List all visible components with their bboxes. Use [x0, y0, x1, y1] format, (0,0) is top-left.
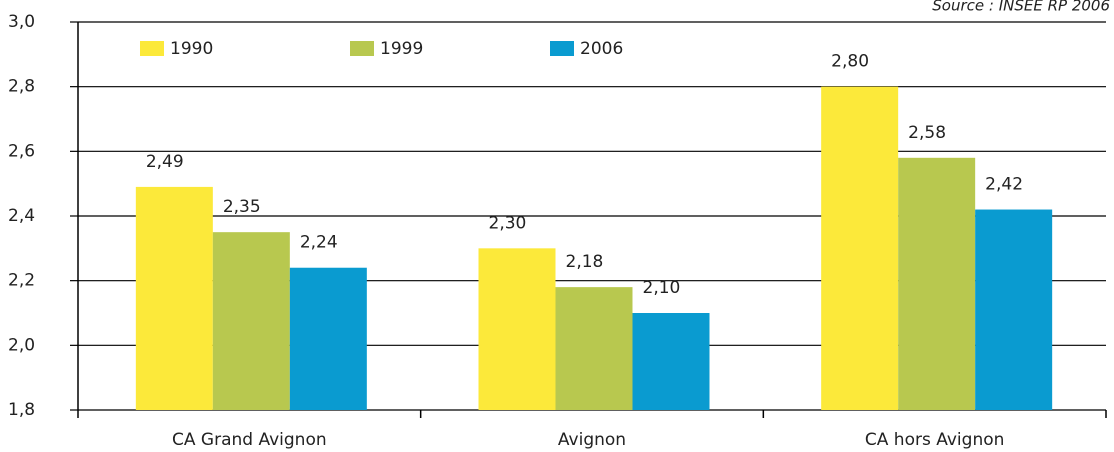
legend-swatch: [350, 41, 374, 56]
legend-swatch: [140, 41, 164, 56]
bar: [135, 186, 213, 410]
source-note: Source : INSEE RP 2006: [932, 0, 1110, 15]
x-tick-label: Avignon: [558, 430, 626, 450]
value-label: 2,24: [300, 233, 338, 253]
y-tick-label: 1,8: [8, 400, 35, 420]
y-tick-label: 2,4: [8, 206, 35, 226]
y-tick-label: 3,0: [8, 12, 35, 32]
bar: [212, 232, 290, 410]
bar: [975, 209, 1053, 410]
value-label: 2,42: [985, 175, 1023, 195]
value-label: 2,10: [643, 278, 681, 298]
y-tick-label: 2,8: [8, 77, 35, 97]
y-tick-label: 2,0: [8, 335, 35, 355]
y-tick-label: 2,6: [8, 141, 35, 161]
y-tick-label: 2,2: [8, 271, 35, 291]
x-tick-label: CA Grand Avignon: [172, 430, 327, 450]
bar: [821, 86, 899, 411]
value-label: 2,58: [908, 123, 946, 143]
bar: [478, 248, 556, 410]
value-label: 2,35: [223, 197, 261, 217]
legend-label: 2006: [580, 39, 623, 59]
legend-label: 1990: [170, 39, 213, 59]
x-tick-label: CA hors Avignon: [865, 430, 1005, 450]
legend-label: 1999: [380, 39, 423, 59]
bar: [898, 157, 976, 410]
value-label: 2,80: [831, 52, 869, 72]
value-label: 2,30: [489, 213, 527, 233]
value-label: 2,49: [146, 152, 184, 172]
value-label: 2,18: [566, 252, 604, 272]
bar: [555, 287, 633, 410]
bar: [289, 267, 367, 410]
bar: [632, 313, 710, 410]
legend-swatch: [550, 41, 574, 56]
